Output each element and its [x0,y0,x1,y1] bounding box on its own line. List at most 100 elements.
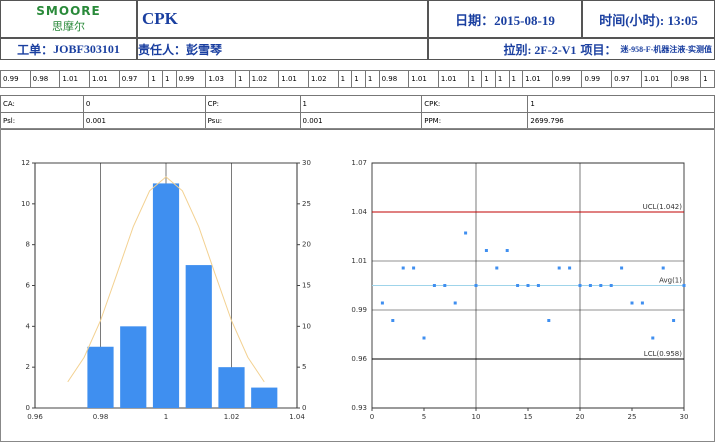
x-tick-label: 0 [370,413,374,421]
stat-cell: PPM: [421,112,529,130]
bar [87,346,114,408]
point [578,284,582,287]
measurement: 1.01 [278,70,309,88]
measurement: 1 [467,70,483,88]
bar [218,367,245,408]
bar [120,326,147,408]
point [682,284,686,287]
point [432,284,436,287]
measurement: 0.97 [611,70,642,88]
stat-cell: Psu: [204,112,301,130]
x-tick-label: 15 [524,413,533,421]
page-title: CPK [137,0,428,38]
work-order: 工单： JOBF303101 [0,38,137,60]
measurement: 0.98 [378,70,410,88]
stat-cell: 0.001 [82,112,206,130]
stat-cell: CPK: [421,95,529,113]
measurement: 1 [481,70,496,88]
y-tick-label: 1.07 [351,159,367,167]
bar [152,183,180,408]
point [526,284,530,287]
stat-cell: CP: [204,95,301,113]
y2-tick-label: 15 [302,282,311,290]
measurement: 1.01 [640,70,672,88]
measurement: 1 [508,70,524,88]
measurement-table: 0.99 0.98 1.01 1.01 0.97 1 1 0.99 1.03 1 1.02 1.01 1… [0,70,715,88]
row: 0.99 0.98 1.01 1.01 0.97 1 1 0.99 1.03 1 1.02 1.01 1… [0,70,715,88]
measurement: 1 [364,70,380,88]
y2-tick-label: 10 [302,322,311,330]
point [620,266,624,270]
measurement: 0.99 [0,70,31,88]
point [484,249,488,252]
bar [185,265,212,408]
measurement: 1 [494,70,510,88]
y-tick-label: 0.99 [351,306,367,314]
stat-cell: 0.001 [299,112,423,130]
logo-name: 思摩尔 [52,21,85,33]
point [464,231,468,235]
x-tick-label: 5 [422,413,426,421]
stat-cell: 1 [299,95,423,113]
measurement: 1.01 [437,70,469,88]
project: 迷-958-F-机器注液-实测值 [620,44,712,54]
measurement: 1 [700,70,715,88]
point [672,319,676,322]
measurement: 1 [148,70,163,88]
measurement: 0.99 [551,70,583,88]
label: 工单： [17,42,54,57]
point [599,284,603,287]
measurement: 1.01 [522,70,553,88]
x-tick-label: 30 [680,413,689,421]
measurement: 0.98 [670,70,702,88]
point [401,266,405,270]
y-tick-label: 6 [26,282,31,290]
y-tick-label: 1.01 [351,257,367,265]
point [536,284,540,287]
stat-cell: 1 [527,95,715,113]
point [547,319,551,322]
point [391,319,395,322]
point [568,266,572,270]
y-tick-label: 0.93 [351,404,367,412]
stats-table: CA: 0 CP: 1 CPK: 1 Psl: 0.001 Psu: 0.001 PPM: 2699.… [0,95,715,130]
x-tick-label: 20 [576,413,585,421]
measurement: 1.01 [408,70,439,88]
point [474,284,478,287]
x-tick-label: 0.98 [93,413,109,421]
bar [251,387,278,408]
charts: 0.96 0.98 1 1.02 1.040246810120510152025300.… [0,128,715,442]
measurement: 1.02 [307,70,339,88]
measurement: 0.97 [118,70,150,88]
y-tick-label: 12 [21,159,30,167]
y-tick-label: 0 [26,404,30,412]
y2-tick-label: 5 [302,363,306,371]
point [505,249,509,252]
point [588,284,592,287]
point [453,301,457,305]
y-tick-label: 8 [26,241,30,249]
line-project: 拉别: 2F-2-V1 项目： 迷-958-F-机器注液-实测值 [428,38,715,60]
point [651,336,655,340]
measurement: 1.03 [205,70,236,88]
stat-cell: Psl: [0,112,84,130]
point [516,284,520,287]
label: 项目： [580,42,617,57]
control-limit-label: Avg(1) [659,277,682,285]
logo: SMOORE 思摩尔 [0,0,137,38]
y-tick-label: 2 [26,363,30,371]
date: 日期：2015-08-19 [428,0,582,38]
y-tick-label: 1.04 [351,208,367,216]
x-tick-label: 1.02 [224,413,240,421]
stat-cell: CA: [0,95,84,113]
point [640,301,644,305]
logo-brand: SMOORE [36,4,101,18]
point [557,266,561,270]
row: Psl: 0.001 Psu: 0.001 PPM: 2699.796 [0,112,715,130]
line: 拉别: 2F-2-V1 [503,42,577,57]
fit-curve [67,176,265,383]
x-tick-label: 1.04 [289,413,305,421]
control-limit-label: LCL(0.958) [644,350,682,358]
measurement: 1.01 [89,70,120,88]
